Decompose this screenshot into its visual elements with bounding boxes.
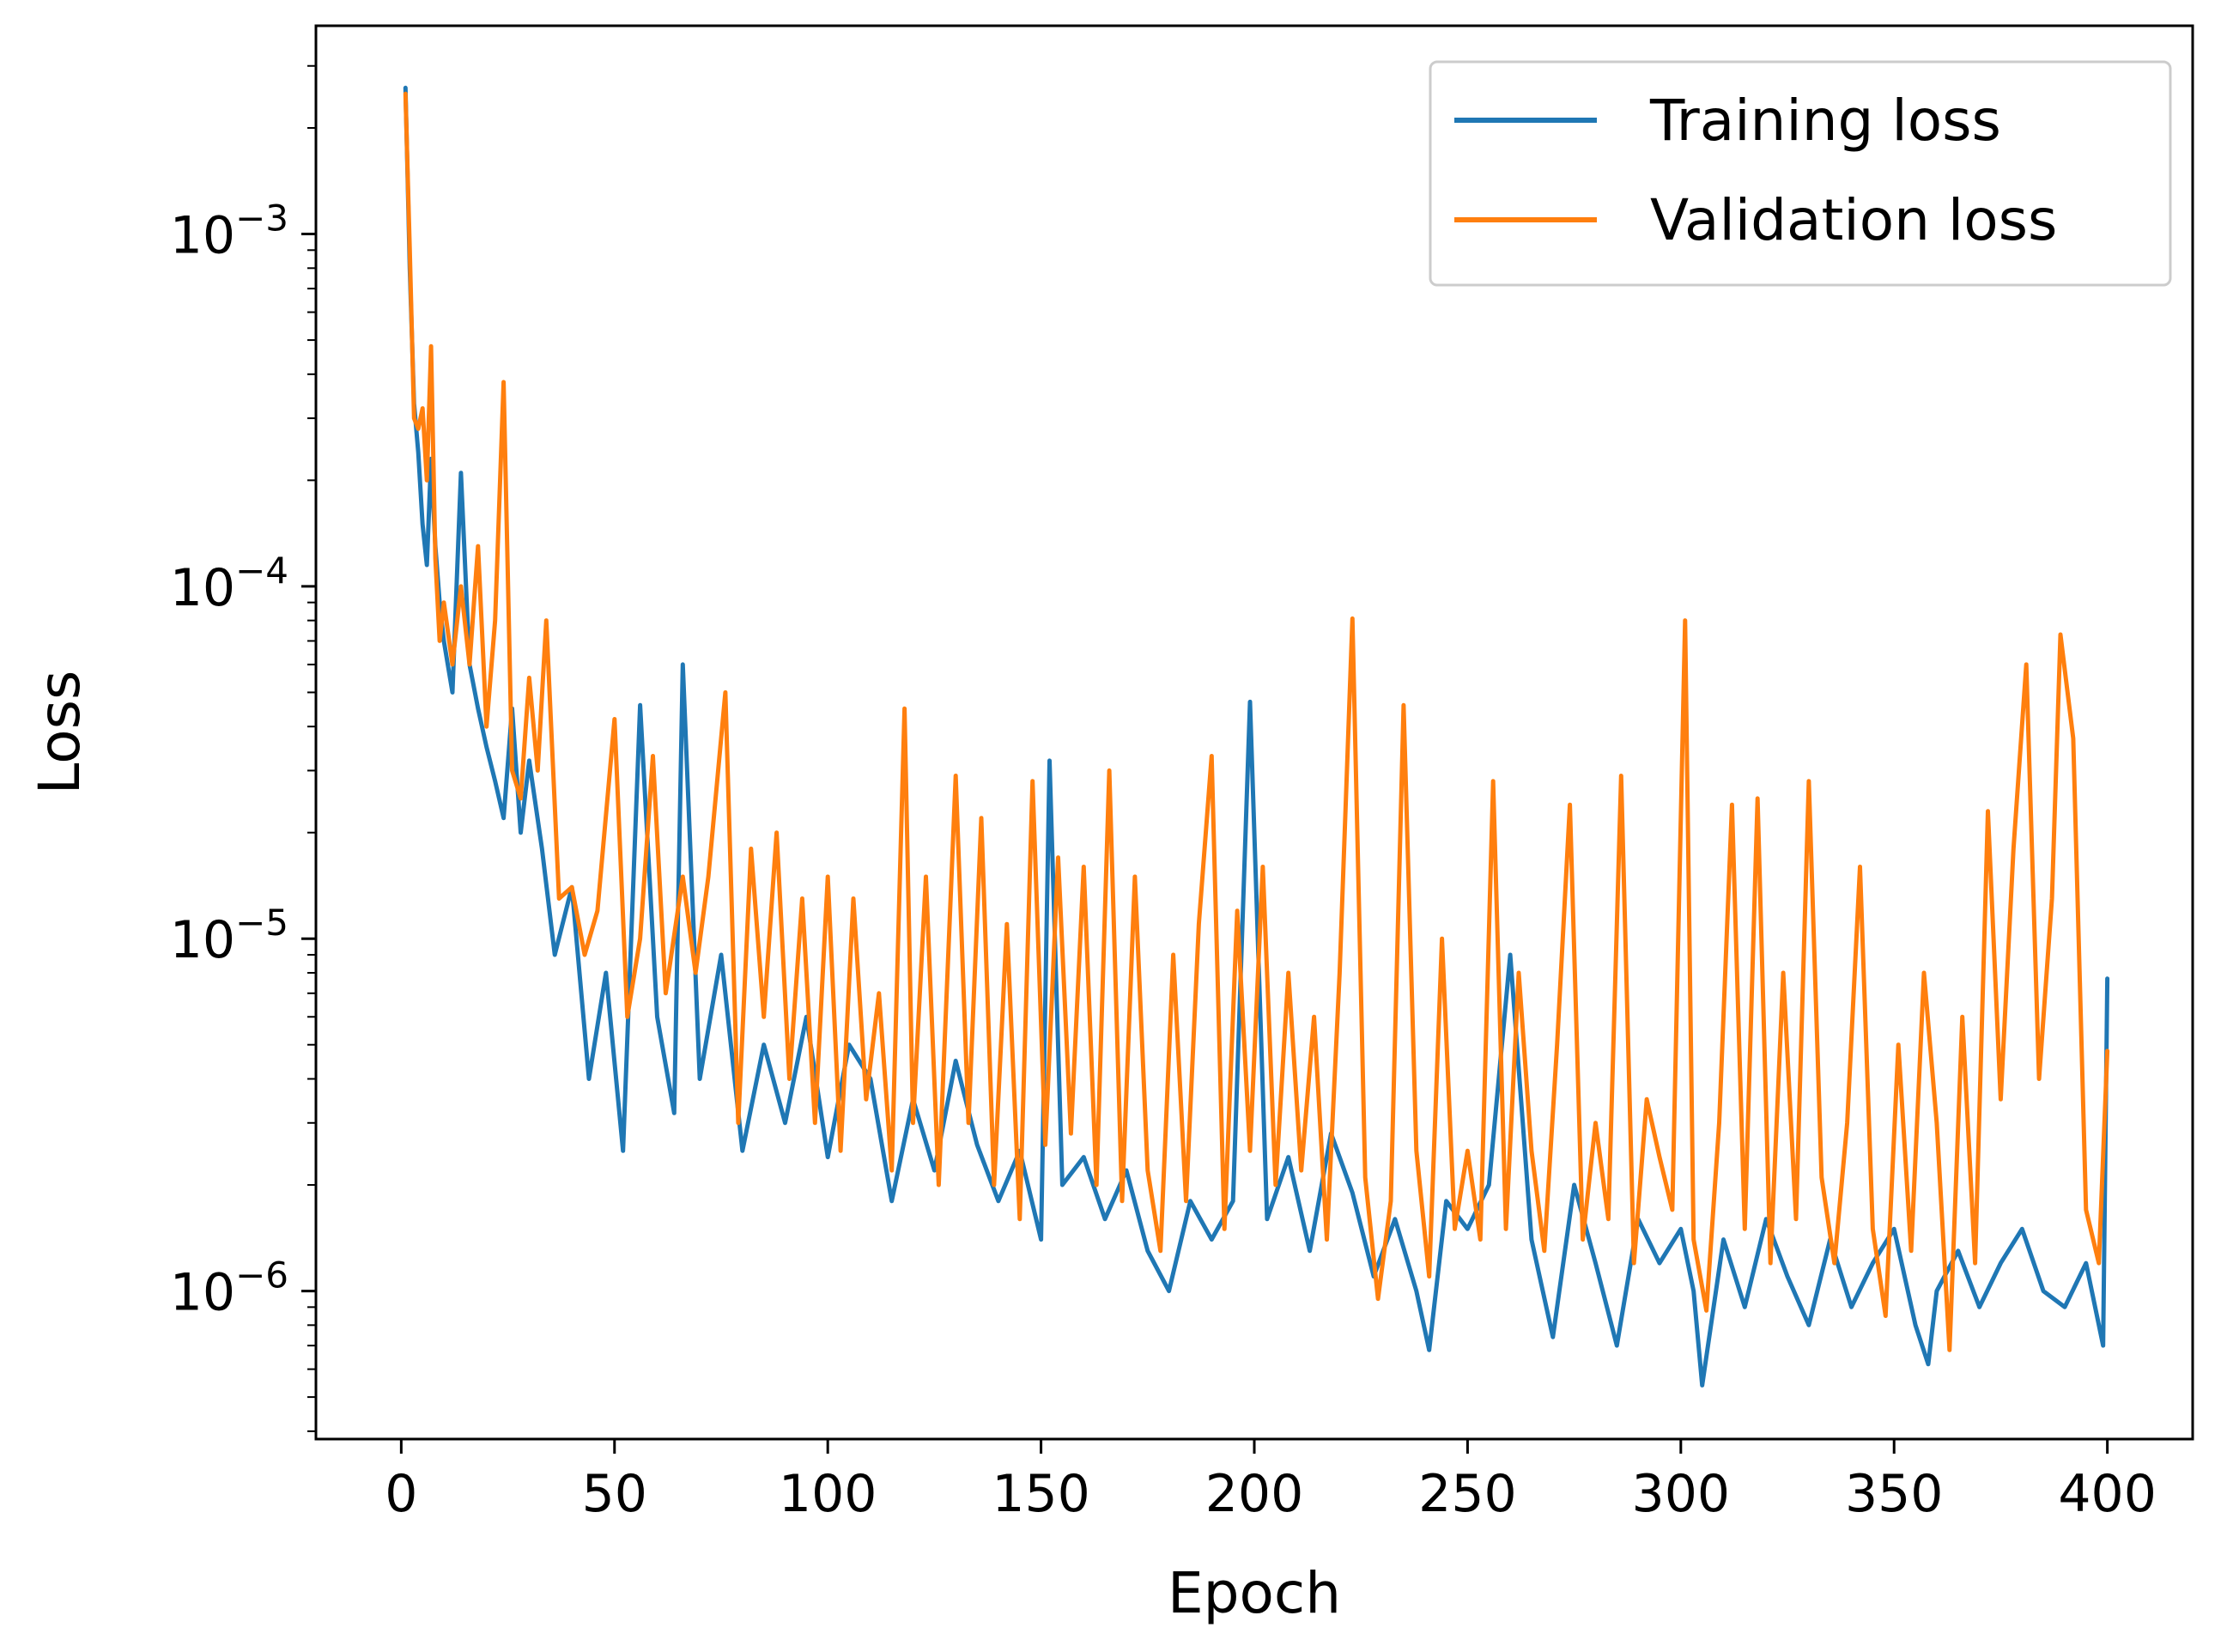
x-tick-label: 50 (582, 1464, 647, 1524)
legend-label: Validation loss (1650, 187, 2057, 253)
y-axis: 10−6 10−5 10−4 10−3 (170, 64, 316, 1432)
x-tick-label: 350 (1845, 1464, 1944, 1524)
x-tick-label: 250 (1418, 1464, 1517, 1524)
series-layer (403, 85, 2110, 1388)
x-tick-label: 200 (1205, 1464, 1304, 1524)
x-axis: 0 50 100 150 200 250 300 350 400 (385, 1439, 2157, 1524)
legend-label: Training loss (1649, 88, 2001, 154)
legend: Training loss Validation loss (1429, 60, 2172, 287)
x-tick-label: 100 (779, 1464, 877, 1524)
y-tick-label: 10−6 (170, 1254, 288, 1323)
y-tick-label: 10−3 (170, 197, 288, 266)
y-axis-title: Loss (27, 671, 93, 795)
x-tick-label: 300 (1632, 1464, 1731, 1524)
y-tick-label: 10−5 (170, 902, 288, 970)
legend-box (1429, 60, 2172, 287)
x-tick-label: 400 (2058, 1464, 2157, 1524)
x-tick-label: 0 (385, 1464, 417, 1524)
x-tick-label: 150 (992, 1464, 1090, 1524)
x-axis-title: Epoch (1168, 1560, 1341, 1626)
y-tick-label: 10−4 (170, 550, 288, 618)
series-line-validation-loss (403, 91, 2110, 1352)
